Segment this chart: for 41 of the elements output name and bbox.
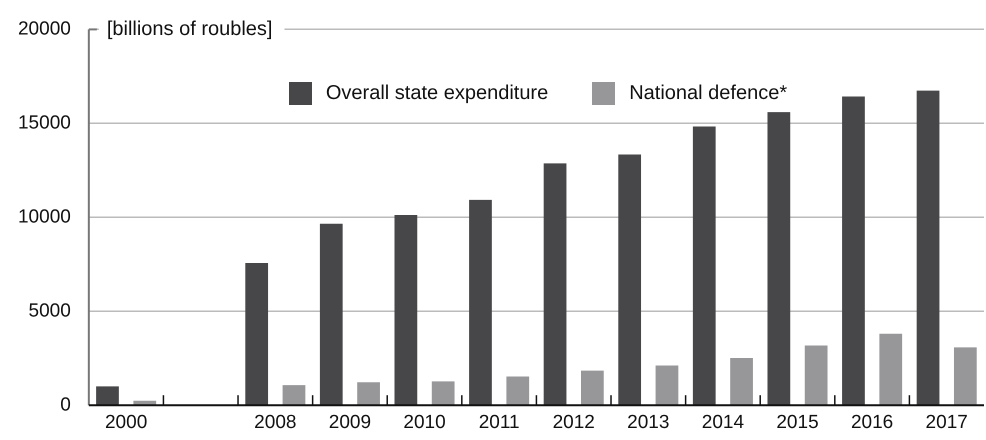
legend-label: National defence* <box>629 82 788 105</box>
legend-label: Overall state expenditure <box>326 82 548 105</box>
bar <box>618 154 642 404</box>
x-tick-label: 2014 <box>702 412 744 433</box>
bar <box>133 400 156 404</box>
y-tick-label: 0 <box>60 394 71 416</box>
bar <box>320 224 343 404</box>
x-tick-label: 2011 <box>478 412 520 433</box>
bar <box>245 262 268 404</box>
y-tick-label: 15000 <box>18 112 71 134</box>
bar <box>804 345 828 404</box>
bar <box>692 126 716 404</box>
x-tick-label: 2015 <box>776 412 819 433</box>
bar <box>730 358 753 404</box>
bar <box>96 386 119 404</box>
y-tick-label: 10000 <box>18 206 71 228</box>
x-tick-label: 2012 <box>552 412 595 433</box>
x-tick-label: 2000 <box>104 412 148 433</box>
bar <box>544 163 566 404</box>
bar <box>282 385 306 404</box>
bar <box>394 215 418 404</box>
bar <box>879 334 902 404</box>
x-tick-label: 2010 <box>403 412 446 433</box>
y-tick-label: 20000 <box>18 18 71 40</box>
bar <box>954 347 977 404</box>
bar <box>916 90 940 404</box>
x-tick-label: 2013 <box>627 412 670 433</box>
bar <box>580 370 604 404</box>
x-tick-label: 2017 <box>926 412 968 433</box>
bar <box>842 96 865 404</box>
x-tick-label: 2016 <box>850 412 894 433</box>
bar <box>656 366 678 404</box>
x-tick-label: 2009 <box>328 412 372 433</box>
bar <box>767 112 790 404</box>
bar <box>357 382 380 404</box>
x-tick-label: 2008 <box>254 412 296 433</box>
y-tick-label: 5000 <box>28 300 71 322</box>
bar <box>432 381 455 404</box>
bar <box>506 376 530 404</box>
y-axis-title: [billions of roubles] <box>106 18 272 40</box>
bar <box>469 200 492 404</box>
